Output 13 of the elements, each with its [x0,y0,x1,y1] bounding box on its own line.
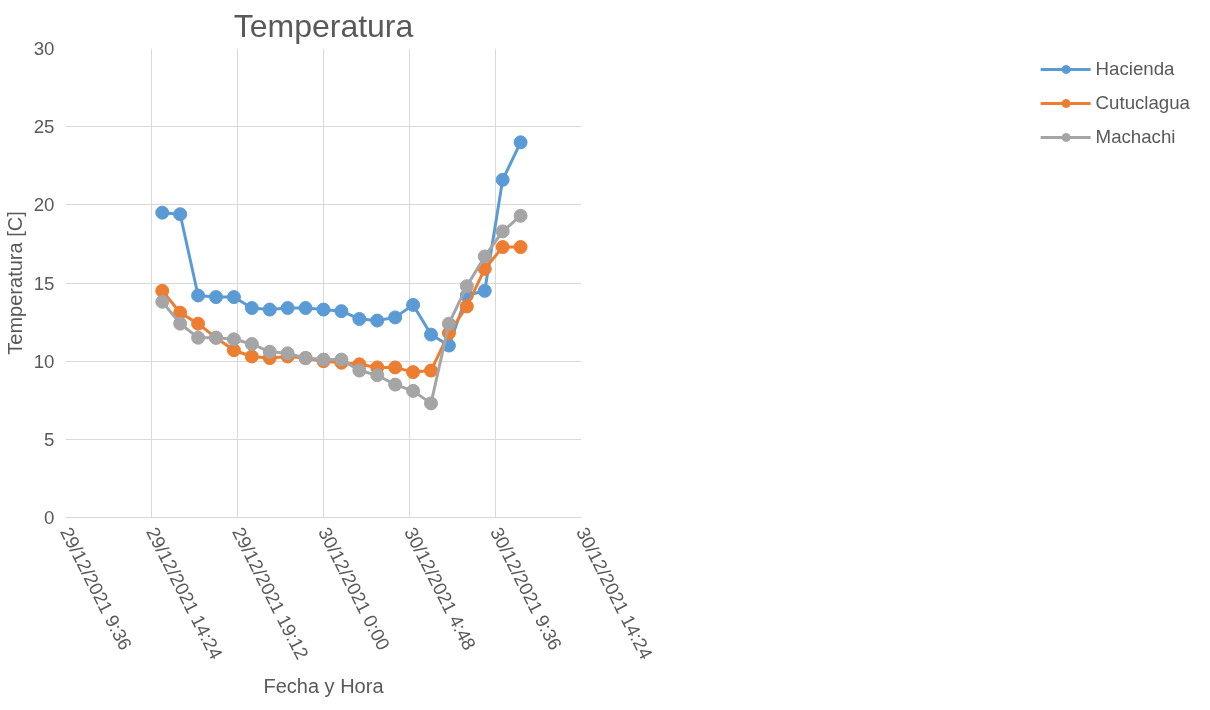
y-tick-label: 10 [33,350,55,372]
y-tick-label: 15 [33,272,55,294]
x-axis-title: Fecha y Hora [263,675,385,698]
y-tick-label: 0 [44,507,55,528]
y-tick-label: 5 [44,428,55,450]
legend-label: Cutuclagua [1095,92,1190,114]
y-axis-title: Temperatura [C] [3,211,26,355]
legend-label: Machachi [1095,126,1176,148]
chart-title: Temperatura [233,7,414,44]
y-tick-label: 25 [33,116,55,138]
y-tick-label: 20 [33,194,55,216]
legend-label: Hacienda [1095,58,1175,80]
y-tick-label: 30 [33,38,55,59]
